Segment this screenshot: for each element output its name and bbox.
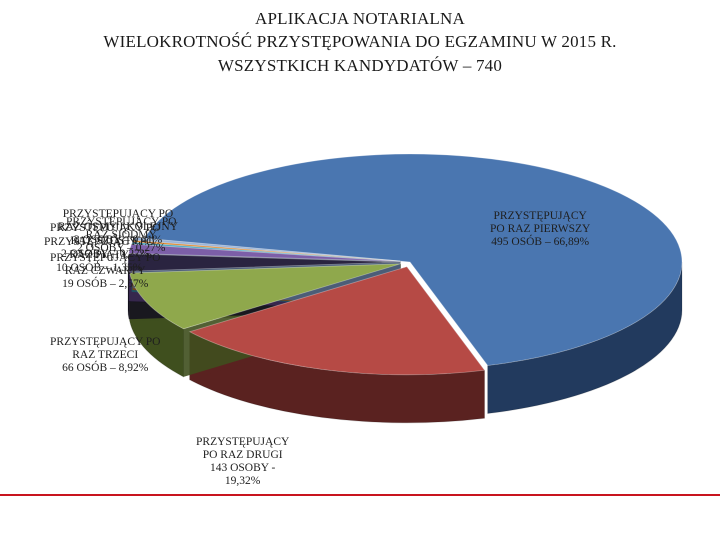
label-sixth: PRZYSTĘPUJĄCY PO RAZ SZÓSTY 2 OSOBY – 0,…: [50, 222, 161, 260]
label-third: PRZYSTĘPUJĄCY PO RAZ TRZECI 66 OSÓB – 8,…: [50, 336, 161, 374]
app-title: APLIKACJA NOTARIALNA: [255, 9, 465, 28]
label-eighth: PRZYSTĘPUJĄCY PO RAZ ÓSMY I KOLEJNY 3 OS…: [58, 208, 179, 246]
label-fifth: PRZYSTĘPUJĄCY PO RAZ PIĄTY 10 OSÓB – 1,3…: [44, 236, 155, 274]
pie-slice-sixth: [131, 241, 401, 262]
label-fourth: PRZYSTĘPUJĄCY PO RAZ CZWARTY 19 OSÓB – 2…: [50, 252, 161, 290]
pie-slice-second: [188, 266, 486, 376]
label-first: PRZYSTĘPUJĄCY PO RAZ PIERWSZY 495 OSÓB –…: [490, 210, 591, 248]
label-seventh: PRZYSTĘPUJĄCY PO RAZ SIÓDMY 2 OSOBY – 0,…: [66, 216, 177, 254]
pie-slice-first: [143, 153, 683, 366]
label-second: PRZYSTĘPUJĄCY PO RAZ DRUGI 143 OSOBY - 1…: [196, 436, 290, 487]
chart-subtitle: WSZYSTKICH KANDYDATÓW – 740: [217, 56, 503, 75]
pie-slice-seventh: [131, 239, 401, 262]
pie-slice-fourth: [127, 253, 401, 272]
bottom-rule: [0, 494, 720, 496]
chart-title: WIELOKROTNOŚĆ PRZYSTĘPOWANIA DO EGZAMINU…: [103, 32, 617, 51]
pie-slice-fifth: [128, 243, 401, 262]
pie-slice-eighth: [132, 236, 401, 262]
pie-slice-third: [129, 263, 401, 330]
